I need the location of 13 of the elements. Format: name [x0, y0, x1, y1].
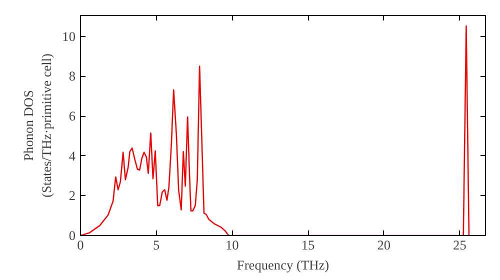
y-tick-label: 10 — [62, 28, 76, 44]
y-axis-title: Phonon DOS (States/THz·primitive cell) — [21, 54, 54, 198]
y-tick-label: 2 — [68, 188, 76, 204]
x-tick-label: 25 — [453, 238, 467, 252]
x-tick-label: 10 — [226, 238, 240, 252]
y-tick-label: 8 — [68, 68, 76, 84]
x-tick-label: 15 — [301, 238, 316, 252]
x-tick-label: 20 — [377, 238, 391, 252]
y-tick-label: 0 — [68, 228, 76, 243]
x-tick-label: 5 — [153, 238, 160, 252]
y-tick-label: 6 — [68, 108, 76, 124]
y-tick-label: 4 — [68, 148, 76, 164]
x-axis-title: Frequency (THz) — [236, 258, 330, 272]
